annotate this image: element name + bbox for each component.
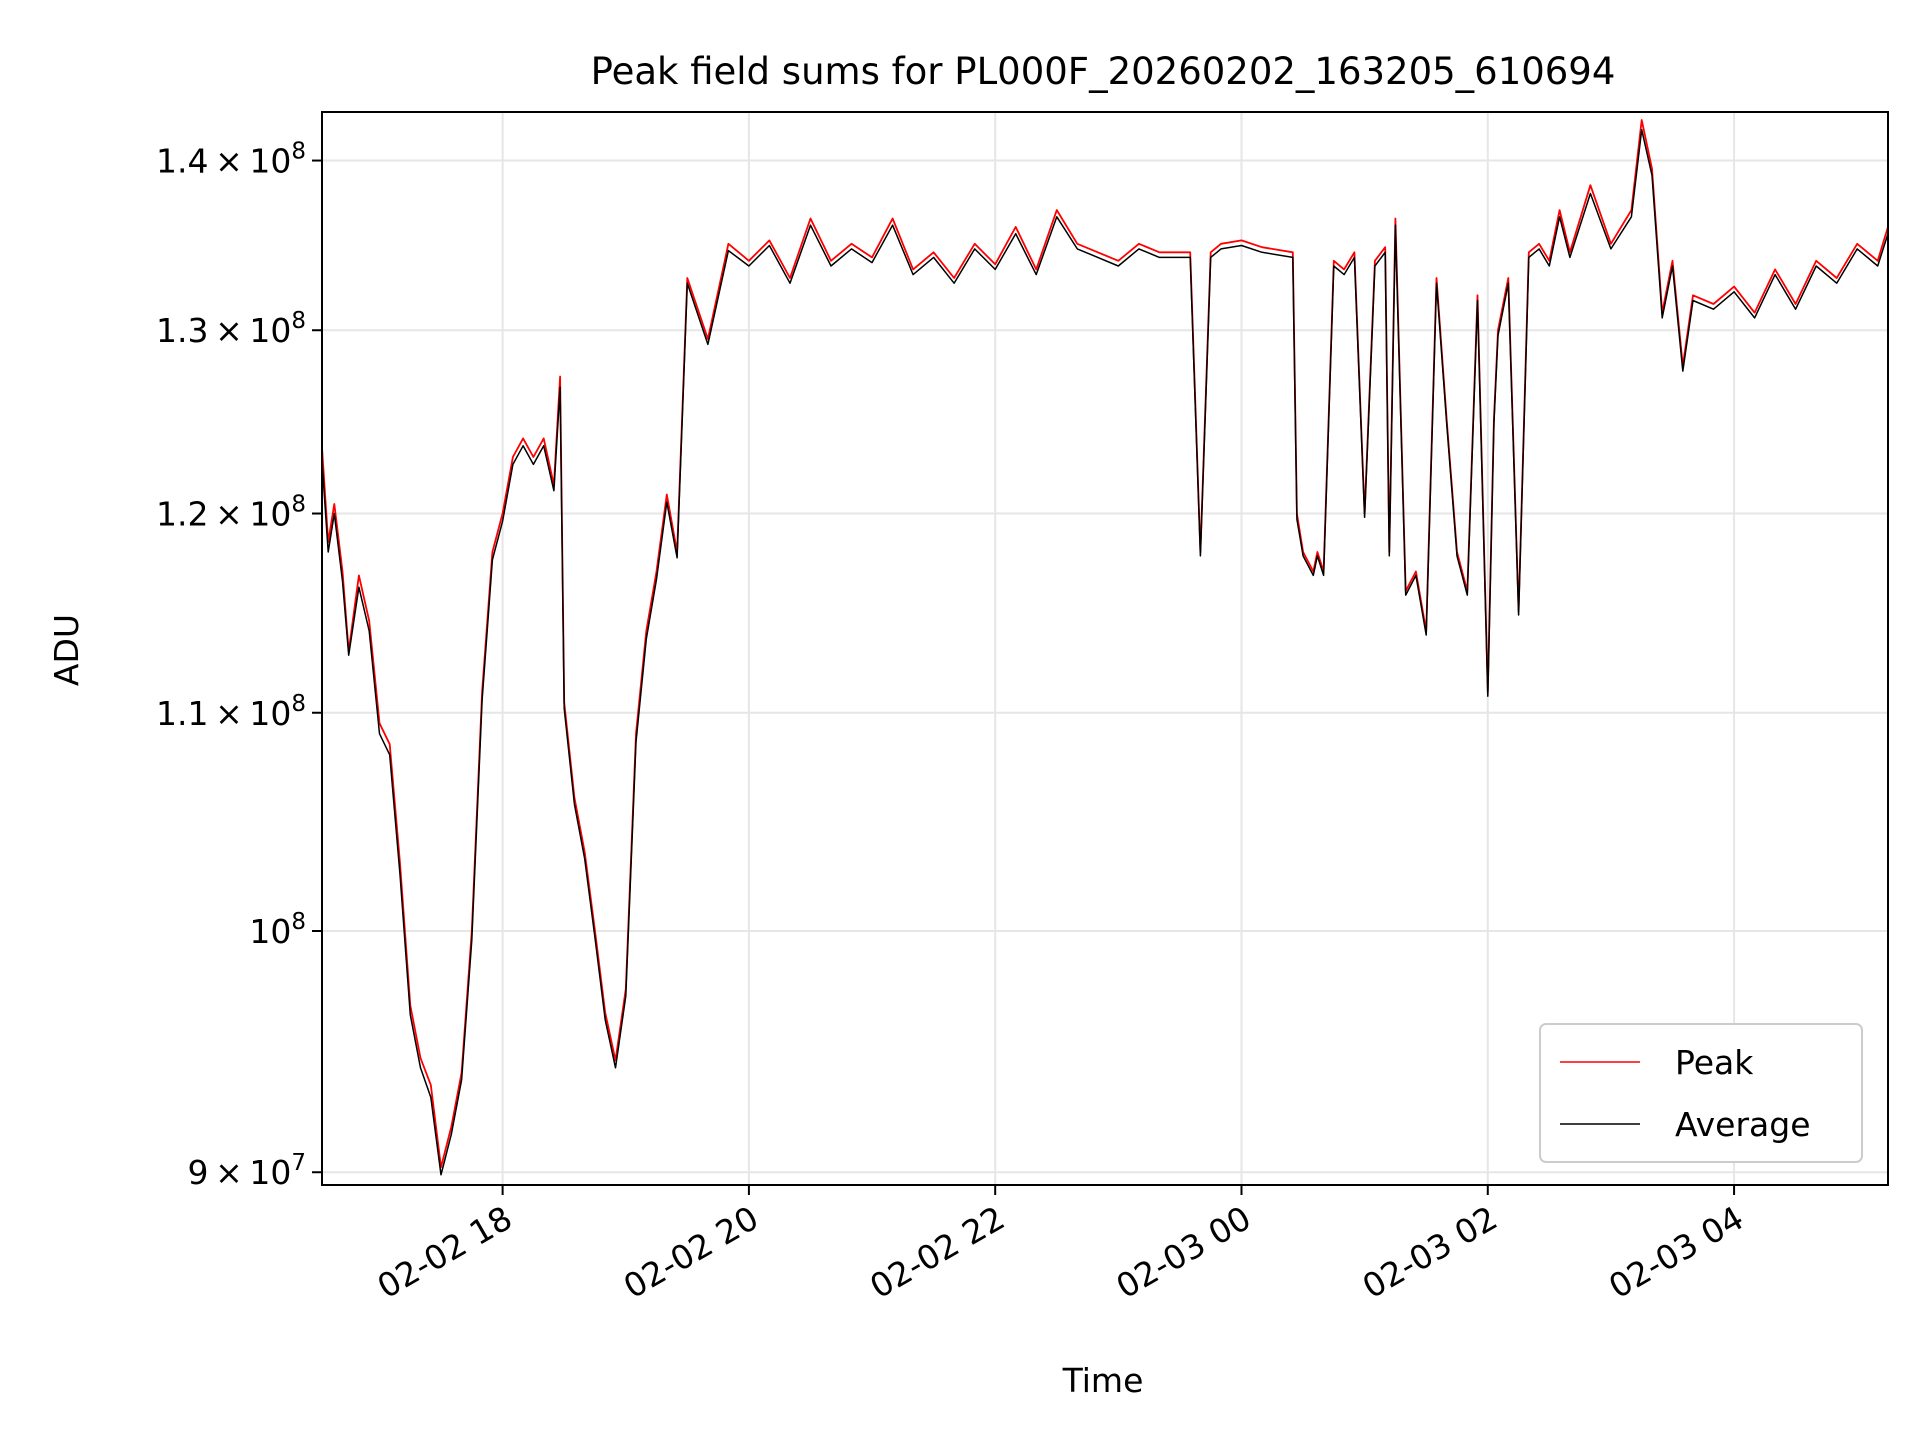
y-tick-base: 10 [249,912,291,951]
y-tick-label: 9 × 107 [188,1150,306,1192]
y-tick-base: 9 × 10 [188,1153,292,1192]
y-tick-label: 108 [249,909,306,951]
y-tick-base: 1.3 × 10 [156,311,291,350]
y-tick-exponent: 8 [291,139,306,165]
y-tick-base: 1.2 × 10 [156,495,291,534]
x-axis-label: Time [1062,1361,1144,1400]
legend-average-label: Average [1675,1105,1811,1144]
y-tick-exponent: 8 [291,909,306,935]
y-tick-label: 1.4 × 108 [156,139,306,181]
grid-layer [322,112,1888,1185]
legend-peak-label: Peak [1675,1043,1754,1082]
y-tick-exponent: 8 [291,492,306,518]
legend: Peak Average [1539,1023,1863,1163]
series-layer [321,119,1889,1176]
series-peak-line [321,119,1889,1169]
axes-frame [321,111,1889,1186]
chart-title: Peak field sums for PL000F_20260202_1632… [591,50,1616,93]
series-average-line [321,128,1889,1176]
y-tick-label: 1.1 × 108 [156,691,306,733]
y-tick-exponent: 7 [291,1150,306,1176]
y-tick-base: 1.1 × 10 [156,694,291,733]
y-tick-label: 1.3 × 108 [156,308,306,350]
y-tick-exponent: 8 [291,691,306,717]
y-axis-label: ADU [47,614,86,686]
y-tick-exponent: 8 [291,308,306,334]
legend-box [1539,1023,1863,1163]
y-tick-label: 1.2 × 108 [156,492,306,534]
y-tick-base: 1.4 × 10 [156,142,291,181]
